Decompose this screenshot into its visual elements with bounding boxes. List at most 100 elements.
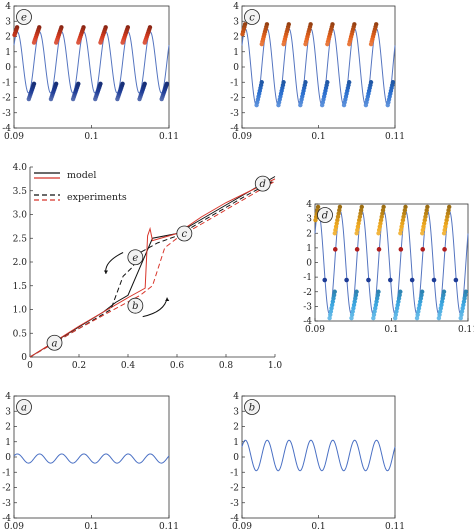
trough-marker xyxy=(419,289,425,294)
trough-marker xyxy=(327,315,332,321)
y-tick-label: 4 xyxy=(233,2,239,12)
peak-marker xyxy=(325,41,330,47)
mid-upper-marker xyxy=(354,247,360,252)
trough-marker xyxy=(352,299,357,304)
peak-marker xyxy=(447,204,452,210)
x-tick-label: 0.09 xyxy=(232,522,252,532)
y-tick-label: -1 xyxy=(2,468,11,478)
x-tick-label: 0.09 xyxy=(4,132,24,142)
x-tick-label: 0.8 xyxy=(219,361,234,371)
y-tick-label: 1 xyxy=(5,48,11,58)
trough-marker xyxy=(351,306,356,311)
trough-marker xyxy=(394,306,400,311)
panel-label: e xyxy=(21,13,27,24)
y-tick-label: -1 xyxy=(230,468,239,478)
y-tick-label: 0 xyxy=(233,63,239,73)
annotation-label: d xyxy=(260,179,266,190)
trough-marker xyxy=(349,312,355,317)
x-tick-label: 0.2 xyxy=(72,361,86,371)
annotation-label: c xyxy=(182,229,188,240)
mid-upper-marker xyxy=(442,247,447,252)
plot-frame xyxy=(241,395,396,519)
panel-label-circle xyxy=(244,9,260,25)
x-tick-label: 0.1 xyxy=(384,325,398,335)
x-tick-label: 0.1 xyxy=(311,132,325,142)
x-tick-label: 0.6 xyxy=(170,361,185,371)
trough-marker xyxy=(437,309,443,314)
mid-lower-marker xyxy=(322,277,328,283)
peak-marker xyxy=(142,40,147,45)
trough-marker xyxy=(353,296,358,301)
x-tick-label: 1.0 xyxy=(268,361,283,371)
y-tick-label: -1 xyxy=(230,78,239,88)
y-tick-label: 3.0 xyxy=(13,211,28,221)
peak-marker xyxy=(380,211,385,216)
peak-marker xyxy=(337,204,343,210)
annotation-label: a xyxy=(52,338,58,349)
arrow-down-head xyxy=(103,270,109,274)
y-tick-label: 3.5 xyxy=(13,187,28,197)
y-tick-label: 3 xyxy=(5,17,11,27)
trough-marker xyxy=(259,80,264,85)
peak-marker xyxy=(423,214,428,219)
trough-marker xyxy=(458,315,463,321)
trough-marker xyxy=(437,312,442,317)
annotation-circle xyxy=(127,297,144,314)
peak-marker xyxy=(31,40,37,45)
trough-marker xyxy=(415,312,420,317)
trough-marker xyxy=(31,81,37,86)
trough-marker xyxy=(414,315,420,321)
trough-marker xyxy=(418,296,424,301)
peak-marker xyxy=(400,221,405,226)
mid-upper-marker xyxy=(376,247,382,252)
peak-marker xyxy=(12,32,17,38)
peak-marker xyxy=(378,217,384,223)
x-tick-label: 0.1 xyxy=(311,522,325,532)
trough-marker xyxy=(349,315,354,321)
peak-marker xyxy=(368,41,374,47)
trough-marker xyxy=(390,80,396,85)
trough-marker xyxy=(396,296,402,301)
peak-marker xyxy=(376,227,382,233)
peak-marker xyxy=(335,214,341,219)
y-tick-label: -4 xyxy=(230,124,239,134)
y-tick-label: 2.0 xyxy=(13,258,28,268)
y-tick-label: 2 xyxy=(5,33,11,43)
trough-marker xyxy=(462,296,467,301)
y-tick-label: 4 xyxy=(5,2,11,12)
mid-upper-marker xyxy=(398,247,404,252)
peak-marker xyxy=(377,224,382,229)
peak-marker xyxy=(402,211,407,216)
mid-lower-marker xyxy=(453,277,459,283)
y-tick-label: 0 xyxy=(306,259,312,269)
y-tick-label: -1 xyxy=(303,273,312,283)
y-tick-label: 0 xyxy=(5,453,11,463)
mid-lower-marker xyxy=(344,277,349,283)
series-line-model xyxy=(29,178,276,358)
peak-marker xyxy=(425,204,430,210)
peak-marker xyxy=(400,217,406,223)
trough-marker xyxy=(394,309,399,314)
y-tick-label: 0 xyxy=(21,353,27,363)
peak-marker xyxy=(445,214,450,219)
peak-marker xyxy=(53,40,59,45)
panel-b: 0.09 0.1 0.11 -4 -3 -2 -1 0 1 2 3 4b xyxy=(230,392,405,532)
peak-marker xyxy=(424,208,429,213)
trough-marker xyxy=(331,296,336,301)
trough-marker xyxy=(461,302,466,308)
trough-marker xyxy=(120,81,125,86)
mid-upper-marker xyxy=(420,247,426,252)
y-tick-label: 4 xyxy=(306,200,312,210)
peak-marker xyxy=(357,217,362,223)
trough-marker xyxy=(330,299,336,304)
trough-marker xyxy=(351,302,357,308)
peak-marker xyxy=(358,211,363,216)
annotation-circle xyxy=(176,225,193,242)
x-tick-label: 0.11 xyxy=(159,522,179,532)
peak-marker xyxy=(378,221,383,226)
y-tick-label: -4 xyxy=(2,514,11,524)
peak-marker xyxy=(421,224,426,229)
mid-lower-marker xyxy=(388,277,393,283)
panel-label: a xyxy=(21,403,27,414)
trough-marker xyxy=(376,289,381,294)
